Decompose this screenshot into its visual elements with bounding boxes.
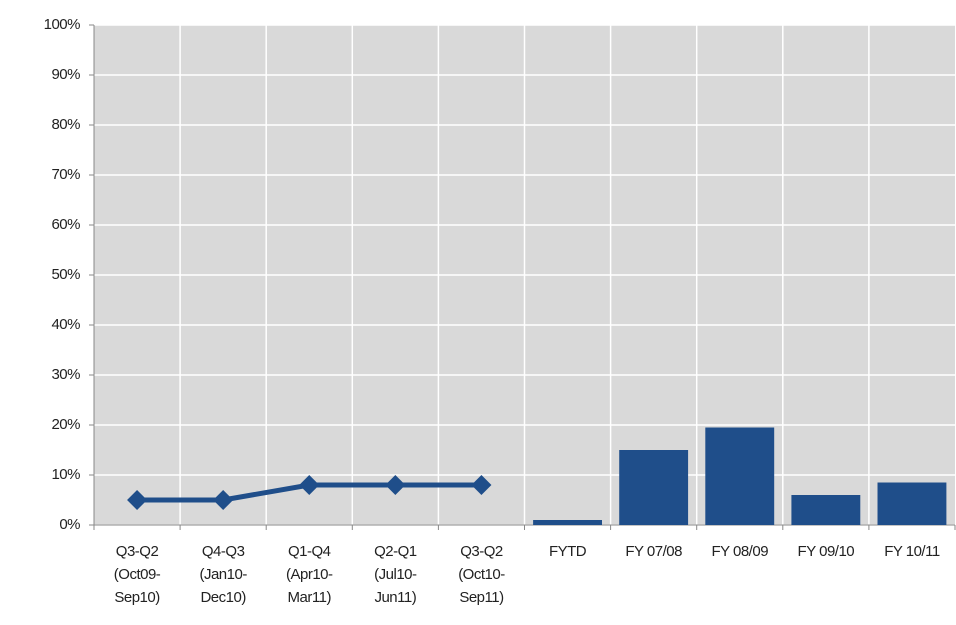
x-tick-label: Q2-Q1 — [374, 543, 417, 560]
y-tick-label: 100% — [44, 16, 81, 33]
x-tick-label: FY 08/09 — [711, 543, 768, 560]
x-tick-label: Sep11) — [459, 589, 504, 606]
y-tick-label: 10% — [51, 466, 80, 483]
y-tick-label: 90% — [51, 66, 80, 83]
x-tick-label: (Jan10- — [199, 566, 247, 583]
line-marker — [213, 490, 234, 510]
y-tick-label: 50% — [51, 266, 80, 283]
x-tick-label: Q3-Q2 — [460, 543, 503, 560]
line-marker — [299, 475, 320, 495]
x-tick-label: FY 09/10 — [798, 543, 855, 560]
bar — [619, 450, 689, 525]
y-tick-label: 0% — [59, 516, 80, 533]
y-tick-label: 80% — [51, 116, 80, 133]
x-tick-label: FY 10/11 — [884, 543, 940, 560]
x-tick-label: Jun11) — [374, 589, 416, 606]
x-tick-label: FYTD — [549, 543, 587, 560]
x-tick-label: Sep10) — [114, 589, 160, 606]
bar — [705, 427, 775, 525]
bar — [877, 482, 947, 525]
y-tick-label: 40% — [51, 316, 80, 333]
x-tick-label: Q4-Q3 — [202, 543, 245, 560]
line-marker — [385, 475, 406, 495]
line-marker — [471, 475, 492, 495]
x-tick-label: FY 07/08 — [625, 543, 682, 560]
x-tick-label: (Jul10- — [374, 566, 417, 583]
y-tick-label: 30% — [51, 366, 80, 383]
bar — [533, 520, 602, 525]
x-tick-label: Mar11) — [288, 589, 332, 606]
y-tick-label: 20% — [51, 416, 80, 433]
x-tick-label: (Apr10- — [286, 566, 333, 583]
x-tick-label: (Oct10- — [458, 566, 505, 583]
x-tick-label: Q3-Q2 — [116, 543, 159, 560]
y-tick-label: 60% — [51, 216, 80, 233]
x-tick-label: (Oct09- — [114, 566, 161, 583]
x-tick-label: Q1-Q4 — [288, 543, 331, 560]
y-tick-label: 70% — [51, 166, 80, 183]
line-marker — [127, 490, 148, 510]
bar — [791, 495, 861, 525]
x-tick-label: Dec10) — [200, 589, 246, 606]
